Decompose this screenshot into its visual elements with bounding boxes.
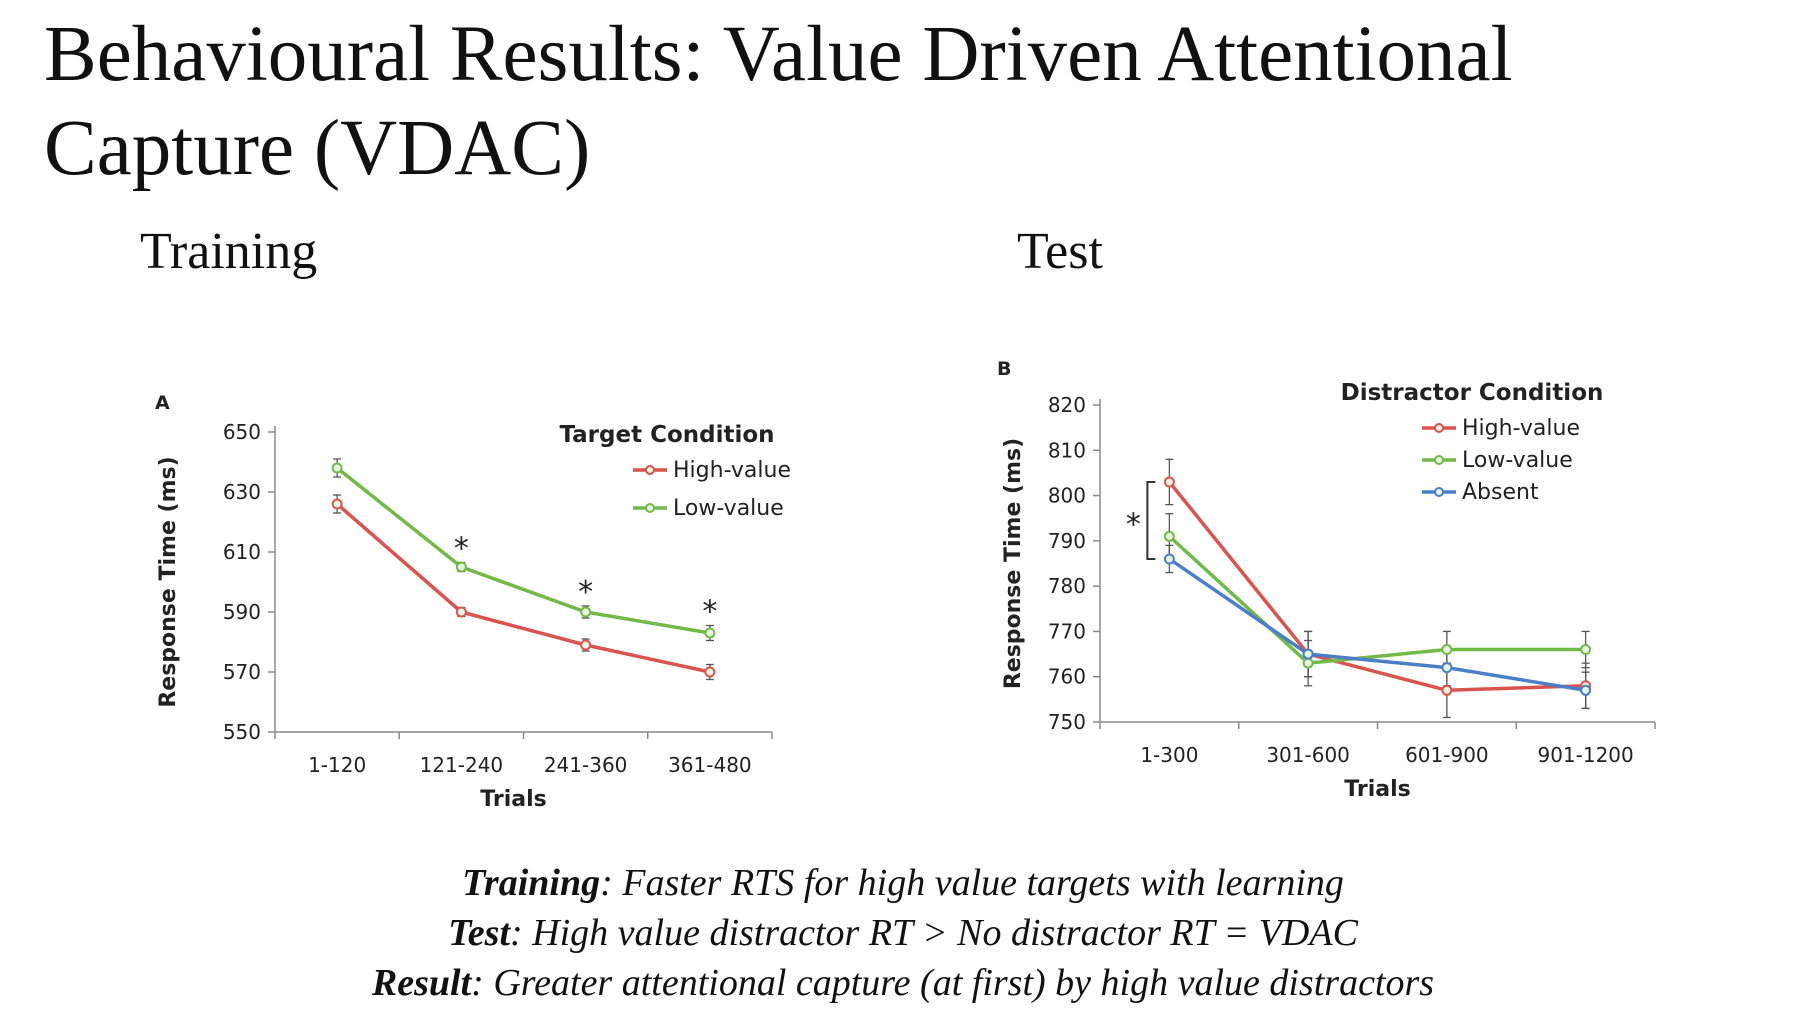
x-tick-label: 361-480: [668, 753, 752, 777]
caption-text: : High value distractor RT > No distract…: [510, 912, 1358, 954]
training-heading: Training: [140, 223, 318, 280]
data-point: [580, 606, 592, 618]
x-tick-label: 1-300: [1140, 743, 1198, 767]
caption-line-test: Test: High value distractor RT > No dist…: [0, 908, 1806, 958]
y-tick-label: 650: [223, 420, 261, 444]
legend-title: Distractor Condition: [1341, 380, 1604, 406]
y-tick-label: 820: [1048, 393, 1086, 417]
data-point: [704, 666, 716, 678]
data-point: [1441, 662, 1453, 674]
caption-line-training: Training: Faster RTS for high value targ…: [0, 858, 1806, 908]
significance-marker: *: [578, 575, 593, 610]
x-tick-label: 241-360: [544, 753, 628, 777]
significance-marker: *: [1126, 507, 1141, 542]
caption-label: Test: [448, 912, 510, 954]
data-point: [455, 606, 467, 618]
y-tick-label: 810: [1048, 438, 1086, 462]
data-point: [331, 462, 343, 474]
data-point: [1163, 553, 1175, 565]
data-point: [580, 639, 592, 651]
y-tick-label: 610: [223, 540, 261, 564]
y-tick-label: 550: [223, 720, 261, 744]
y-tick-label: 800: [1048, 484, 1086, 508]
x-axis-title: Trials: [1344, 777, 1410, 802]
y-tick-label: 590: [223, 600, 261, 624]
legend-label: High-value: [673, 458, 791, 483]
y-tick-label: 570: [223, 660, 261, 684]
series-line: [1168, 557, 1586, 693]
panel-label: A: [155, 392, 170, 414]
test-heading: Test: [1017, 223, 1103, 280]
data-point: [1441, 644, 1453, 656]
legend-title: Target Condition: [559, 422, 774, 448]
y-tick-label: 630: [223, 480, 261, 504]
slide-title: Behavioural Results: Value Driven Attent…: [44, 11, 1513, 192]
data-point: [455, 561, 467, 573]
x-tick-label: 301-600: [1266, 743, 1350, 767]
caption-label: Training: [462, 862, 601, 904]
y-axis-title: Response Time (ms): [1001, 438, 1026, 689]
significance-marker: *: [702, 595, 717, 630]
data-point: [1580, 684, 1592, 696]
data-point: [1441, 684, 1453, 696]
y-tick-label: 760: [1048, 665, 1086, 689]
legend-label: Low-value: [1462, 448, 1573, 473]
series-line: [1168, 480, 1586, 693]
data-point: [704, 627, 716, 639]
legend-label: High-value: [1462, 416, 1580, 441]
y-tick-label: 780: [1048, 574, 1086, 598]
data-point: [1163, 530, 1175, 542]
data-point: [1302, 648, 1314, 660]
data-point: [331, 498, 343, 510]
data-point: [1580, 644, 1592, 656]
y-tick-label: 750: [1048, 710, 1086, 734]
chart-test: B 750 760 770 780 790 800 810 820 1-300 301-600 601…: [997, 358, 1656, 802]
panel-label: B: [997, 358, 1011, 380]
data-point: [1163, 476, 1175, 488]
legend-swatch-point: [1434, 423, 1444, 433]
chart-training: A 550 570 590 610 630 650 1-120 121-240 241-360 36…: [155, 392, 791, 812]
x-axis-title: Trials: [480, 787, 546, 812]
legend-label: Low-value: [673, 496, 784, 521]
data-point: [1302, 657, 1314, 669]
legend-swatch-point: [1434, 487, 1444, 497]
caption-text: : Greater attentional capture (at first)…: [471, 962, 1435, 1004]
y-tick-label: 790: [1048, 529, 1086, 553]
caption-label: Result: [371, 962, 472, 1004]
x-tick-label: 1-120: [308, 753, 366, 777]
caption: Training: Faster RTS for high value targ…: [0, 858, 1806, 1008]
significance-bracket: [1146, 480, 1156, 560]
series-line: [336, 466, 711, 635]
y-axis-title: Response Time (ms): [156, 456, 181, 707]
series-line: [335, 502, 711, 674]
legend-label: Absent: [1462, 480, 1539, 505]
caption-line-result: Result: Greater attentional capture (at …: [0, 958, 1806, 1008]
legend-swatch-point: [645, 503, 655, 513]
significance-marker: *: [454, 532, 469, 567]
x-tick-label: 601-900: [1405, 743, 1489, 767]
x-tick-label: 121-240: [420, 753, 504, 777]
y-tick-label: 770: [1048, 619, 1086, 643]
caption-text: : Faster RTS for high value targets with…: [600, 862, 1344, 904]
legend-swatch-point: [1434, 455, 1444, 465]
x-tick-label: 901-1200: [1537, 743, 1633, 767]
series-line: [1168, 535, 1586, 665]
legend-swatch-point: [645, 465, 655, 475]
